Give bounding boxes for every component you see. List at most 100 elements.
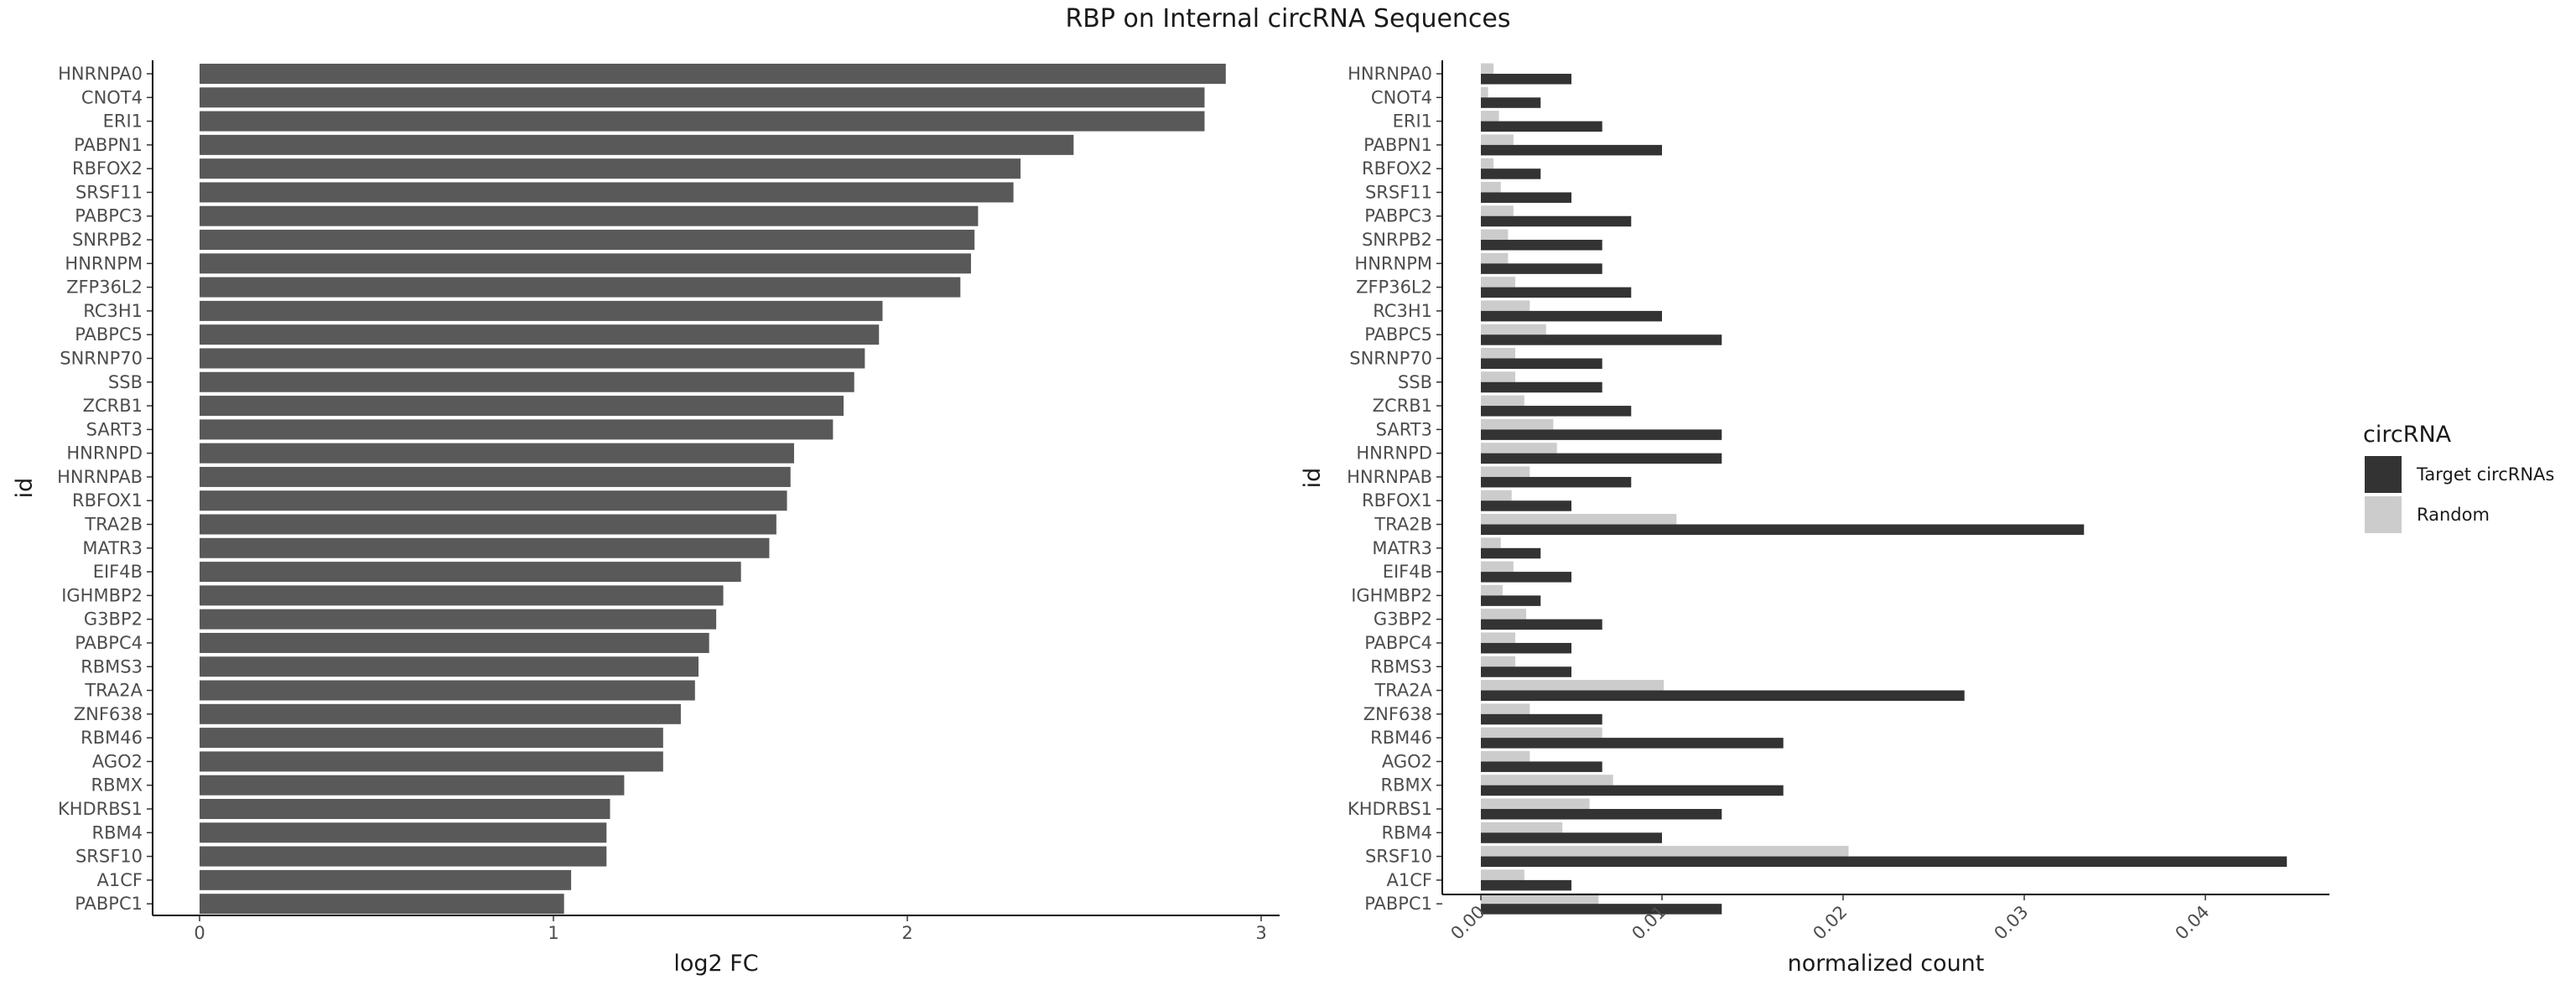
bar-target-rbmx xyxy=(1481,785,1784,796)
bar-znf638 xyxy=(200,703,681,724)
legend-swatch-random xyxy=(2365,496,2402,533)
bar-ago2 xyxy=(200,751,663,772)
bar-random-a1cf xyxy=(1481,869,1524,880)
y-tick-label: ZFP36L2 xyxy=(1356,277,1432,298)
y-tick-label: ZFP36L2 xyxy=(66,277,143,298)
legend-swatch-target xyxy=(2365,456,2402,493)
bar-target-hnrnpd xyxy=(1481,453,1722,464)
y-tick-label: SNRPB2 xyxy=(1362,230,1432,250)
bar-random-cnot4 xyxy=(1481,86,1488,98)
legend-label-target: Target circRNAs xyxy=(2416,464,2554,485)
bar-target-pabpc3 xyxy=(1481,215,1632,227)
y-tick-label: ZCRB1 xyxy=(83,396,143,416)
bar-random-ago2 xyxy=(1481,750,1530,762)
y-tick-label: RBM46 xyxy=(80,728,143,748)
y-tick-label: KHDRBS1 xyxy=(1348,799,1432,819)
bar-zfp36l2 xyxy=(200,277,961,298)
bar-random-rbm46 xyxy=(1481,727,1602,739)
bar-target-zfp36l2 xyxy=(1481,287,1632,298)
bar-target-khdrbs1 xyxy=(1481,808,1722,820)
bar-target-rbfox2 xyxy=(1481,168,1541,179)
bar-tra2b xyxy=(200,514,776,535)
bar-target-rbm4 xyxy=(1481,832,1662,843)
bar-random-g3bp2 xyxy=(1481,609,1526,620)
bar-snrpb2 xyxy=(200,230,975,251)
y-tick-label: HNRNPAB xyxy=(1347,467,1432,487)
bar-target-ssb xyxy=(1481,381,1602,393)
legend: circRNA Target circRNAs Random xyxy=(2363,422,2554,533)
bar-random-hnrnpa0 xyxy=(1481,63,1494,74)
y-tick-label: IGHMBP2 xyxy=(1351,585,1432,605)
bar-target-znf638 xyxy=(1481,713,1602,725)
bar-random-eif4b xyxy=(1481,561,1514,573)
bar-random-pabpc4 xyxy=(1481,632,1516,643)
bar-eri1 xyxy=(200,111,1205,132)
bar-random-snrnp70 xyxy=(1481,347,1516,359)
y-tick-label: RBM4 xyxy=(1382,822,1432,842)
y-tick-label: G3BP2 xyxy=(84,609,143,630)
bar-random-snrpb2 xyxy=(1481,229,1509,241)
y-tick-label: SSB xyxy=(1398,372,1432,392)
y-tick-label: SRSF11 xyxy=(1365,182,1432,202)
y-tick-label: IGHMBP2 xyxy=(61,585,143,605)
log2fc-panel: HNRNPA0 CNOT4 ERI1 PABPN1 RBFOX2 SRSF11 PABPC3… xyxy=(12,60,1280,977)
bar-random-srsf11 xyxy=(1481,181,1501,193)
y-tick-label: SNRNP70 xyxy=(1349,348,1432,368)
y-axis-title: id xyxy=(12,478,38,499)
y-tick-label: SSB xyxy=(108,372,143,392)
x-axis-title: log2 FC xyxy=(673,951,758,977)
y-tick-label: KHDRBS1 xyxy=(58,799,143,819)
bar-target-cnot4 xyxy=(1481,97,1541,108)
bar-random-pabpc3 xyxy=(1481,205,1514,216)
y-tick-label: SRSF10 xyxy=(1365,847,1432,867)
bar-target-rbfox1 xyxy=(1481,500,1571,511)
y-tick-label: A1CF xyxy=(97,870,143,890)
y-tick-label: ZNF638 xyxy=(74,704,143,724)
bar-random-hnrnpm xyxy=(1481,252,1509,264)
bar-eif4b xyxy=(200,562,741,583)
y-tick-label: PABPC4 xyxy=(1364,633,1432,653)
bar-target-eif4b xyxy=(1481,572,1571,583)
y-tick-label: G3BP2 xyxy=(1374,609,1432,630)
bar-ighmbp2 xyxy=(200,585,724,606)
y-tick-label: HNRNPM xyxy=(1354,253,1432,273)
y-tick-label: HNRNPA0 xyxy=(1348,64,1432,84)
bar-target-a1cf xyxy=(1481,879,1571,891)
y-tick-label: RBM4 xyxy=(92,822,143,842)
bar-target-rbms3 xyxy=(1481,666,1571,677)
x-tick-label: 1 xyxy=(548,923,558,943)
y-tick-label: PABPC1 xyxy=(1364,894,1432,914)
bar-random-tra2a xyxy=(1481,680,1665,691)
bar-rbfox1 xyxy=(200,490,787,511)
y-tick-label: RBFOX1 xyxy=(72,490,143,511)
bar-random-rbfox1 xyxy=(1481,490,1512,501)
bar-pabpn1 xyxy=(200,134,1074,155)
y-tick-label: PABPC5 xyxy=(75,324,143,345)
y-tick-label: RBFOX2 xyxy=(72,158,143,179)
bar-pabpc5 xyxy=(200,324,880,345)
bar-random-zfp36l2 xyxy=(1481,277,1516,288)
y-tick-label: PABPN1 xyxy=(1363,135,1432,155)
bar-target-hnrnpm xyxy=(1481,263,1602,274)
bar-target-snrnp70 xyxy=(1481,358,1602,369)
bar-target-snrpb2 xyxy=(1481,240,1602,251)
bar-random-rbfox2 xyxy=(1481,158,1494,169)
bar-zcrb1 xyxy=(200,396,844,417)
x-tick-label: 0.04 xyxy=(2171,902,2213,944)
bar-rbm4 xyxy=(200,822,607,843)
bar-hnrnpab xyxy=(200,466,791,487)
bar-target-eri1 xyxy=(1481,121,1602,132)
bar-target-tra2a xyxy=(1481,690,1965,702)
bar-pabpc3 xyxy=(200,205,979,226)
bar-random-khdrbs1 xyxy=(1481,798,1590,809)
bar-target-sart3 xyxy=(1481,429,1722,440)
bar-random-srsf10 xyxy=(1481,846,1849,857)
legend-title: circRNA xyxy=(2363,422,2452,448)
bar-rbms3 xyxy=(200,656,699,677)
bar-tra2a xyxy=(200,680,695,701)
y-tick-label: HNRNPD xyxy=(1356,443,1432,464)
bar-random-eri1 xyxy=(1481,111,1499,122)
y-tick-label: PABPC3 xyxy=(75,206,143,226)
y-tick-label: CNOT4 xyxy=(81,87,143,107)
